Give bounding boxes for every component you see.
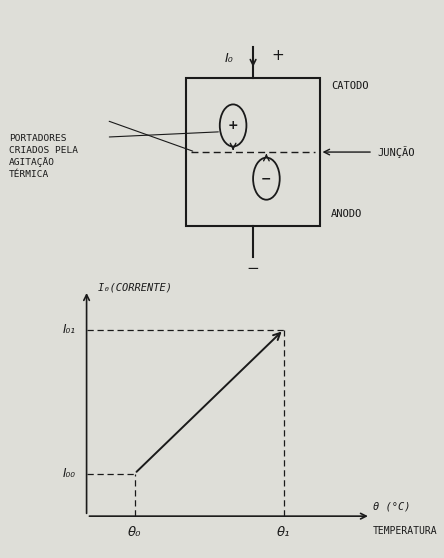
Text: I₀(CORRENTE): I₀(CORRENTE) — [98, 283, 173, 293]
Text: +: + — [228, 119, 238, 132]
Text: −: − — [261, 172, 272, 185]
Text: I₀: I₀ — [224, 52, 233, 65]
Text: θ₁: θ₁ — [277, 526, 290, 539]
Text: −: − — [247, 261, 259, 276]
Text: θ₀: θ₀ — [128, 526, 141, 539]
Text: +: + — [271, 49, 284, 63]
Text: TEMPERATURA: TEMPERATURA — [373, 526, 438, 536]
Text: θ (°C): θ (°C) — [373, 502, 410, 512]
Text: PORTADORES
CRIADOS PELA
AGITAÇÃO
TÉRMICA: PORTADORES CRIADOS PELA AGITAÇÃO TÉRMICA — [9, 134, 78, 179]
Bar — [186, 78, 320, 226]
Text: I₀₀: I₀₀ — [63, 467, 75, 480]
Text: JUNÇÃO: JUNÇÃO — [377, 146, 415, 158]
Text: ANODO: ANODO — [331, 209, 362, 219]
Text: CATODO: CATODO — [331, 81, 368, 91]
Text: I₀₁: I₀₁ — [63, 323, 75, 336]
